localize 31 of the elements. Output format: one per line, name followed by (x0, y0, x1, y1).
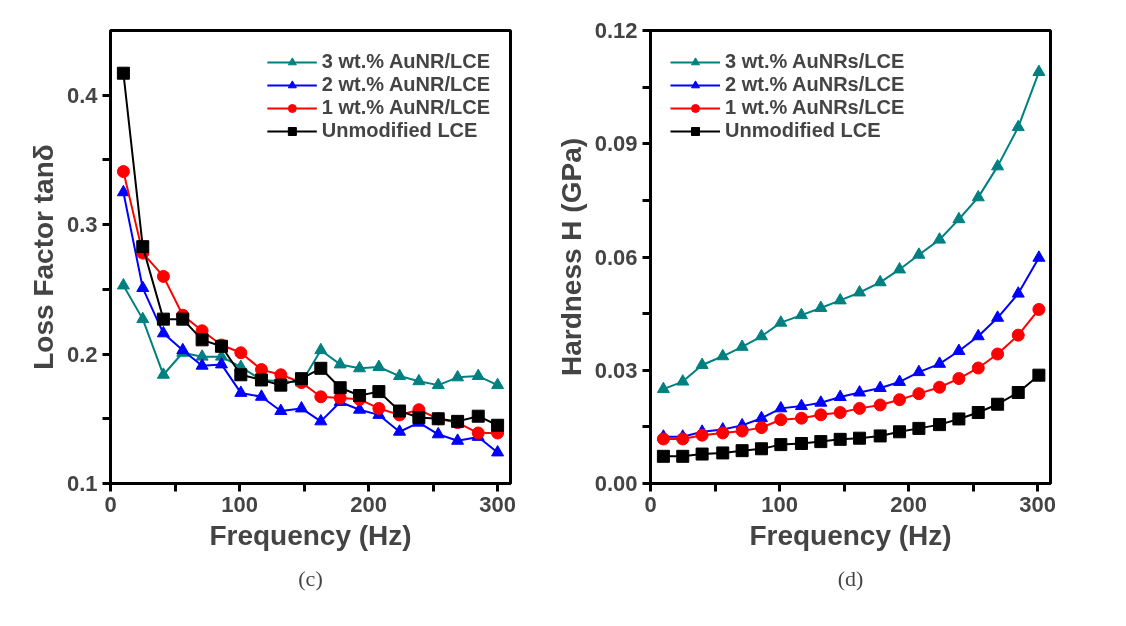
legend-label: 1 wt.% AuNR/LCE (321, 96, 490, 119)
y-tick-label: 0.3 (66, 212, 98, 238)
y-tick-label: 0.2 (66, 341, 98, 367)
legend-label: 3 wt.% AuNR/LCE (321, 50, 490, 73)
x-tick-label: 0 (644, 491, 657, 517)
text: (c) (298, 565, 323, 591)
legend-label: 2 wt.% AuNR/LCE (321, 73, 490, 96)
y-tick-label: 0.1 (66, 471, 98, 496)
x-tick-label: 300 (1019, 491, 1056, 517)
legend-label: 2 wt.% AuNRs/LCE (725, 73, 905, 96)
y-tick-label: 0.06 (594, 244, 638, 270)
y-tick-label: 0.03 (594, 357, 638, 383)
text: (d) (837, 565, 864, 591)
x-axis-title: Frequency (Hz) (209, 519, 412, 551)
x-tick-label: 0 (104, 491, 117, 517)
y-tick-label: 0.00 (594, 471, 638, 496)
y-tick-label: 0.4 (66, 82, 99, 108)
legend-label: Unmodified LCE (321, 119, 478, 142)
y-axis-title: Loss Factor tanδ (27, 144, 59, 370)
y-tick-label: 0.12 (594, 18, 638, 43)
x-tick-label: 200 (350, 491, 387, 517)
x-axis-title: Frequency (Hz) (749, 519, 952, 551)
legend-label: Unmodified LCE (725, 119, 881, 142)
y-tick-label: 0.09 (594, 131, 638, 157)
legend-label: 1 wt.% AuNRs/LCE (725, 96, 905, 119)
legend-label: 3 wt.% AuNRs/LCE (725, 50, 905, 73)
x-tick-label: 100 (221, 491, 258, 517)
y-axis-title: Hardness H (GPa) (555, 137, 587, 377)
x-tick-label: 200 (890, 491, 927, 517)
x-tick-label: 100 (761, 491, 798, 517)
x-tick-label: 300 (479, 491, 516, 517)
